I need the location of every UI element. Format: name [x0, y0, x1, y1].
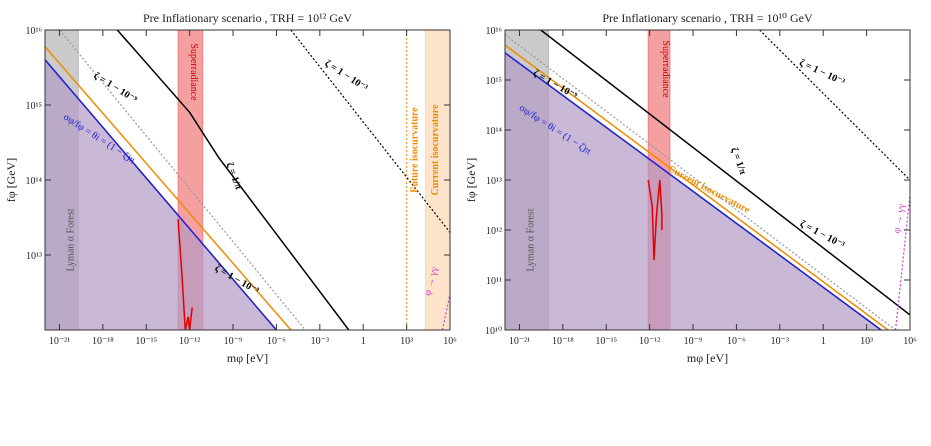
- curve: [290, 30, 450, 233]
- x-tick-label: 10⁻³: [311, 336, 329, 347]
- y-tick-label: 10¹⁶: [26, 26, 43, 37]
- excluded-region: [45, 59, 277, 330]
- y-tick-label: 10¹⁴: [486, 126, 503, 137]
- y-axis-label: fφ [GeV]: [464, 158, 478, 203]
- annotation: ζ = 1 − 10⁻³: [323, 58, 370, 94]
- annotation: Superradiance: [188, 43, 199, 101]
- plot-area: [45, 30, 450, 330]
- curve: [45, 59, 277, 330]
- y-tick-label: 10¹⁵: [486, 76, 502, 87]
- x-tick-label: 10³: [400, 336, 413, 347]
- x-axis-label: mφ [eV]: [687, 351, 728, 365]
- curve: [894, 195, 910, 330]
- curve: [647, 179, 663, 261]
- y-tick-label: 10¹⁴: [26, 176, 43, 187]
- annotation: Future isocurvature: [410, 107, 421, 193]
- annotation: ζ = 1/π: [224, 161, 244, 192]
- x-tick-label: 10⁻⁶: [267, 336, 286, 347]
- annotation: ζ = 1 − 10⁻⁹: [92, 70, 139, 105]
- x-tick-label: 10⁻¹⁵: [135, 336, 157, 347]
- y-tick-label: 10¹¹: [486, 276, 502, 287]
- y-tick-label: 10¹⁵: [26, 101, 42, 112]
- annotation: Current isocurvature: [430, 104, 441, 196]
- curve: [116, 30, 350, 330]
- x-tick-label: 10⁶: [903, 336, 917, 347]
- chart-title: Pre Inflationary scenario , TRH = 10¹² G…: [143, 11, 352, 25]
- curve: [505, 44, 889, 330]
- curve: [45, 46, 292, 330]
- curve: [759, 30, 910, 181]
- x-tick-label: 1: [821, 336, 826, 347]
- x-tick-label: 10⁻⁶: [727, 336, 746, 347]
- x-tick-label: 10⁶: [443, 336, 457, 347]
- x-tick-label: 10⁻⁹: [224, 336, 243, 347]
- annotation: Lyman α Forest: [65, 208, 76, 271]
- y-tick-label: 10¹³: [26, 251, 42, 262]
- y-tick-label: 10¹²: [486, 226, 502, 237]
- annotation: φ → γγ: [891, 202, 907, 234]
- x-axis-label: mφ [eV]: [227, 351, 268, 365]
- x-tick-label: 10⁻¹⁵: [595, 336, 617, 347]
- plot-area: [505, 30, 910, 330]
- curve: [540, 30, 910, 316]
- annotation: ζ = 1 − 10⁻³: [798, 57, 847, 88]
- y-tick-label: 10¹³: [486, 176, 502, 187]
- curve: [59, 30, 306, 330]
- annotation: Lyman α Forest: [525, 208, 536, 271]
- x-tick-label: 10⁻²¹: [49, 336, 70, 347]
- y-tick-label: 10¹⁶: [486, 26, 503, 37]
- annotation: ζ = 1/π: [728, 146, 748, 177]
- x-tick-label: 10⁻²¹: [509, 336, 530, 347]
- x-tick-label: 10⁻¹⁸: [552, 336, 574, 347]
- annotation: Superradiance: [660, 40, 671, 98]
- excluded-region: [505, 52, 882, 330]
- chart-title: Pre Inflationary scenario , TRH = 10¹⁰ G…: [602, 11, 813, 25]
- x-tick-label: 10⁻¹²: [639, 336, 660, 347]
- y-tick-label: 10¹⁰: [485, 326, 502, 337]
- curve: [505, 52, 882, 330]
- y-axis-label: fφ [GeV]: [4, 158, 18, 203]
- x-tick-label: 1: [361, 336, 366, 347]
- curve: [505, 34, 896, 330]
- x-tick-label: 10⁻⁹: [684, 336, 703, 347]
- x-tick-label: 10⁻¹²: [179, 336, 200, 347]
- x-tick-label: 10³: [860, 336, 873, 347]
- x-tick-label: 10⁻¹⁸: [92, 336, 114, 347]
- x-tick-label: 10⁻³: [771, 336, 789, 347]
